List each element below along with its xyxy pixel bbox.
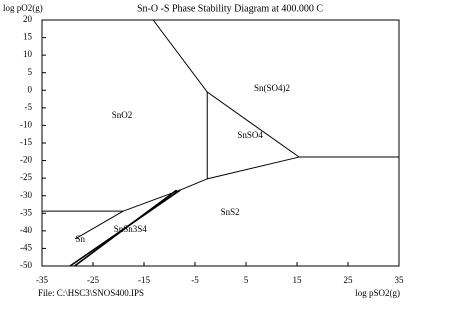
region-label: SnSn3S4 <box>114 224 148 234</box>
boundary-line <box>74 210 124 240</box>
region-label: Sn <box>75 234 85 244</box>
x-tick-label: -25 <box>87 275 99 285</box>
x-tick-label: 15 <box>293 275 303 285</box>
region-label: Sn(SO4)2 <box>254 83 290 93</box>
y-tick-label: 15 <box>23 32 33 42</box>
y-tick-label: -15 <box>20 137 32 147</box>
y-tick-label: -20 <box>20 155 32 165</box>
boundary-line <box>42 156 300 212</box>
region-label: SnO2 <box>112 110 133 120</box>
y-tick-label: -30 <box>20 190 32 200</box>
x-tick-label: -5 <box>191 275 199 285</box>
boundary-line <box>152 19 399 158</box>
plot-frame <box>41 19 400 267</box>
y-tick-label: 10 <box>23 49 33 59</box>
x-axis-label: log pSO2(g) <box>355 288 400 298</box>
y-tick-label: -35 <box>20 207 32 217</box>
x-tick-label: -15 <box>138 275 150 285</box>
region-label: SnSO4 <box>237 130 263 140</box>
y-tick-label: 5 <box>28 67 33 77</box>
y-tick-label: -25 <box>20 172 32 182</box>
y-tick-label: -50 <box>20 260 32 270</box>
y-tick-label: -10 <box>20 119 32 129</box>
boundary-line <box>74 189 178 267</box>
y-tick-label: 0 <box>28 84 33 94</box>
y-tick-label: -45 <box>20 242 32 252</box>
x-tick-label: 25 <box>344 275 354 285</box>
chart-title: Sn-O -S Phase Stability Diagram at 400.0… <box>137 3 323 14</box>
region-label: SnS2 <box>221 207 240 217</box>
y-axis-label: log pO2(g) <box>3 3 43 13</box>
y-tick-label: -5 <box>25 102 33 112</box>
y-tick-label: -40 <box>20 225 32 235</box>
x-tick-label: 35 <box>395 275 405 285</box>
x-tick-label: -35 <box>36 275 48 285</box>
file-note: File: C:\HSC3\SNOS400.IPS <box>38 288 144 298</box>
x-tick-label: 5 <box>244 275 249 285</box>
y-tick-label: 20 <box>23 14 33 24</box>
